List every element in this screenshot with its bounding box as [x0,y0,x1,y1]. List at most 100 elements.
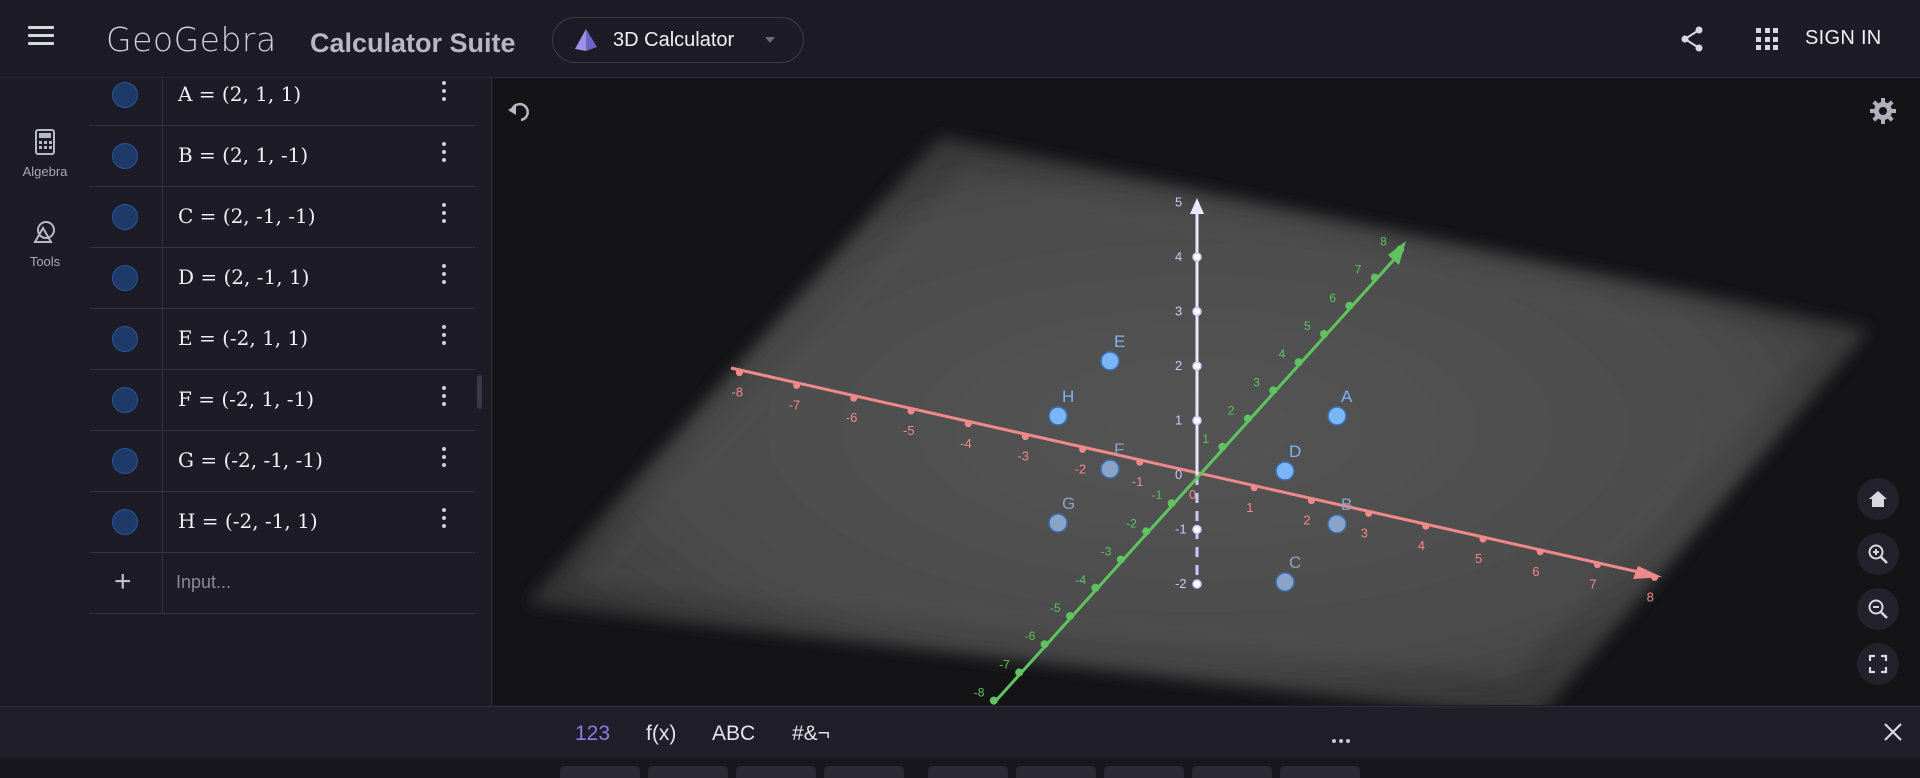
point-a[interactable] [1327,406,1347,426]
undo-icon[interactable] [507,101,533,128]
algebra-expression[interactable]: G = (-2, -1, -1) [178,448,323,472]
more-options-icon[interactable] [439,81,449,109]
zoom-in-button[interactable] [1857,533,1899,575]
home-view-button[interactable] [1857,478,1899,520]
x-axis-tick [1021,433,1029,441]
keyboard-tab-abc[interactable]: ABC [712,722,756,745]
y-axis-tick [1320,330,1328,338]
algebra-row[interactable]: E = (-2, 1, 1) [90,309,475,370]
point-g[interactable] [1048,513,1068,533]
point-d[interactable] [1275,461,1295,481]
point-c[interactable] [1275,572,1295,592]
zoom-in-icon [1868,544,1888,564]
more-options-icon[interactable] [439,386,449,414]
app-switcher-button[interactable]: 3D Calculator [552,17,804,63]
visibility-toggle[interactable] [112,265,138,291]
algebra-row[interactable]: D = (2, -1, 1) [90,248,475,309]
shapes-icon [33,221,55,243]
algebra-expression[interactable]: D = (2, -1, 1) [178,265,310,289]
keyboard-keys-peek [0,758,1920,778]
visibility-toggle[interactable] [112,509,138,535]
geogebra-logo[interactable]: GeoGebra [106,20,277,59]
algebra-row[interactable]: B = (2, 1, -1) [90,126,475,187]
visibility-toggle[interactable] [112,204,138,230]
algebra-input-row[interactable]: + Input... [90,553,475,614]
z-axis-tick [1192,306,1202,317]
y-axis-tick [989,696,998,705]
x-axis-tick [1536,548,1544,556]
hamburger-menu-icon[interactable] [28,26,54,48]
visibility-toggle[interactable] [112,143,138,169]
more-options-icon[interactable] [439,203,449,231]
z-axis-tick [1192,361,1202,371]
y-axis-tick [1218,442,1227,451]
visibility-toggle[interactable] [112,326,138,352]
calculator-icon [35,129,55,155]
z-axis-tick-label: 3 [1175,304,1182,319]
y-axis-tick [1040,640,1049,649]
y-axis-tick-label: 6 [1329,291,1336,305]
tools-view-label: Tools [29,254,61,269]
close-icon[interactable] [1882,721,1904,748]
visibility-toggle[interactable] [112,387,138,413]
x-axis-tick-label: 2 [1303,513,1310,528]
point-f[interactable] [1100,459,1120,479]
algebra-row[interactable]: H = (-2, -1, 1) [90,492,475,553]
y-axis-tick-label: -6 [1025,629,1036,643]
keyboard-tab-symbols[interactable]: #&¬ [792,722,830,745]
zoom-out-button[interactable] [1857,588,1899,630]
y-axis-tick [1091,583,1100,592]
visibility-toggle[interactable] [112,448,138,474]
algebra-expression[interactable]: A = (2, 1, 1) [178,82,302,106]
tools-view-button[interactable]: Tools [0,219,90,269]
z-axis-tick [1192,252,1202,262]
algebra-panel: A = (2, 1, 1) B = (2, 1, -1) C = (2, -1,… [90,79,492,705]
algebra-row[interactable]: A = (2, 1, 1) [90,79,475,126]
visibility-toggle[interactable] [112,82,138,108]
x-axis-tick [907,407,915,415]
y-axis-tick [1396,245,1405,254]
y-axis-tick [1269,386,1278,395]
keyboard-tab-functions[interactable]: f(x) [646,722,677,745]
graphics-canvas[interactable]: -8 -7 -6 -5 -4 -3 -2 -1 0 1 2 3 4 5 6 7 8 -8 -7 -6 -5 -4 -3 -2 -… [493,79,1920,705]
algebra-expression[interactable]: C = (2, -1, -1) [178,204,316,228]
keyboard-tab-123[interactable]: 123 [575,722,611,745]
y-axis-tick-label: -2 [1126,516,1137,530]
top-bar: GeoGebra Calculator Suite 3D Calculator … [0,0,1920,78]
algebra-view-button[interactable]: Algebra [0,129,90,179]
add-icon[interactable]: + [114,565,132,598]
algebra-input-field[interactable]: Input... [176,572,232,592]
scrollbar[interactable] [477,375,482,409]
x-axis-tick-label: -6 [846,410,858,425]
algebra-row[interactable]: C = (2, -1, -1) [90,187,475,248]
x-axis-tick [793,381,801,389]
sign-in-button[interactable]: SIGN IN [1805,27,1882,49]
graphics-3d-view[interactable]: -8 -7 -6 -5 -4 -3 -2 -1 0 1 2 3 4 5 6 7 8 -8 -7 -6 -5 -4 -3 -2 -… [493,79,1920,705]
more-options-icon[interactable] [439,142,449,170]
apps-grid-icon[interactable] [1756,28,1778,50]
more-options-icon[interactable] [439,264,449,292]
algebra-row[interactable]: G = (-2, -1, -1) [90,431,475,492]
more-options-icon[interactable] [439,325,449,353]
x-axis-tick [1307,497,1315,505]
algebra-expression[interactable]: E = (-2, 1, 1) [178,326,309,350]
z-axis-tick-label: -1 [1175,522,1187,537]
algebra-expression[interactable]: F = (-2, 1, -1) [178,387,315,411]
algebra-expression[interactable]: H = (-2, -1, 1) [178,509,318,533]
more-options-icon[interactable] [439,447,449,475]
algebra-expression[interactable]: B = (2, 1, -1) [178,143,309,167]
z-axis-tick-label: 1 [1175,413,1182,428]
point-h[interactable] [1048,406,1068,426]
fullscreen-button[interactable] [1857,643,1899,685]
home-icon [1869,491,1887,507]
gear-icon[interactable] [1868,96,1898,131]
more-horizontal-icon[interactable] [1332,730,1353,748]
y-axis-tick [1294,358,1303,367]
x-axis-tick-label: 0 [1189,487,1196,502]
point-label-e: E [1114,332,1125,351]
share-icon[interactable] [1680,26,1704,57]
point-b[interactable] [1327,514,1347,534]
point-e[interactable] [1100,351,1120,371]
more-options-icon[interactable] [439,508,449,536]
algebra-row[interactable]: F = (-2, 1, -1) [90,370,475,431]
